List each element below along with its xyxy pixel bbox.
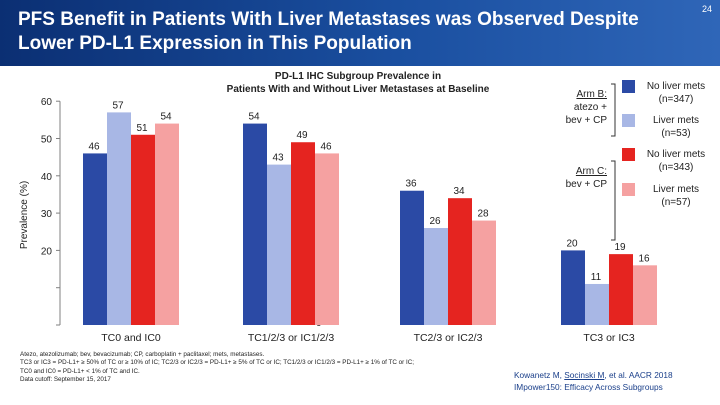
bar [424, 228, 448, 325]
bar [83, 153, 107, 325]
legend-label: Liver mets [653, 184, 699, 195]
bar-value-label: 57 [112, 100, 124, 111]
legend-label: Liver mets [653, 115, 699, 126]
bar [315, 153, 339, 325]
y-tick-label: 40 [41, 172, 53, 183]
bar-value-label: 34 [453, 186, 465, 197]
bar-value-label: 16 [638, 253, 650, 264]
legend-label: (n=347) [659, 94, 694, 105]
legend-swatch [622, 183, 635, 196]
bar [448, 198, 472, 325]
x-tick-label: TC2/3 or IC2/3 [414, 332, 483, 344]
bar-value-label: 26 [429, 216, 441, 227]
footnote-line: TC0 and IC0 = PD-L1+ < 1% of TC and IC. [20, 367, 140, 375]
legend-arm-label: bev + CP [566, 115, 608, 126]
legend-label: No liver mets [647, 81, 705, 92]
citation: Kowanetz M, Socinski M, et al. AACR 2018… [514, 369, 714, 393]
bar-value-label: 54 [160, 112, 172, 123]
bar-value-label: 49 [296, 130, 308, 141]
chart-title: Patients With and Without Liver Metastas… [227, 84, 490, 95]
bar-value-label: 51 [136, 123, 148, 134]
bar [267, 164, 291, 325]
bar-value-label: 43 [272, 153, 284, 164]
y-tick-label: 60 [41, 97, 53, 108]
legend-swatch [622, 114, 635, 127]
bar [472, 220, 496, 325]
legend-swatch [622, 148, 635, 161]
bar [291, 142, 315, 325]
bar-value-label: 11 [591, 272, 602, 283]
y-axis-title: Prevalence (%) [19, 181, 30, 249]
bar-value-label: 36 [405, 179, 417, 190]
citation-suffix: , et al. AACR 2018 [604, 370, 673, 380]
bar [107, 112, 131, 325]
legend-label: (n=343) [659, 162, 694, 173]
citation-line: Kowanetz M, Socinski M, et al. AACR 2018 [514, 369, 714, 381]
footnote-line: Data cutoff: September 15, 2017 [20, 376, 111, 384]
y-tick-label: 30 [41, 209, 53, 220]
legend-label: (n=53) [661, 128, 690, 139]
title-banner: PFS Benefit in Patients With Liver Metas… [0, 0, 720, 66]
citation-prefix: Kowanetz M, [514, 370, 565, 380]
x-tick-label: TC3 or IC3 [583, 332, 635, 344]
bar [400, 190, 424, 325]
bar [243, 123, 267, 325]
citation-line: IMpower150: Efficacy Across Subgroups [514, 382, 663, 392]
footnote-line: Atezo, atezolizumab; bev, bevacizumab; C… [20, 351, 265, 358]
legend-arm-label: bev + CP [566, 179, 608, 190]
x-tick-label: TC1/2/3 or IC1/2/3 [248, 332, 335, 344]
legend-bracket [611, 160, 616, 241]
bar [585, 283, 609, 325]
bar-value-label: 46 [320, 141, 332, 152]
bar-value-label: 28 [477, 209, 489, 220]
y-tick-label: 20 [41, 246, 53, 257]
slide-number: 24 [701, 4, 712, 14]
bar-value-label: 54 [248, 112, 260, 123]
legend-label: No liver mets [647, 149, 705, 160]
chart-title: PD-L1 IHC Subgroup Prevalence in [275, 71, 441, 82]
bar [131, 134, 155, 325]
bar-value-label: 19 [614, 242, 626, 253]
citation-author-link[interactable]: Socinski M [564, 370, 605, 380]
footnote-line: TC3 or IC3 = PD-L1+ ≥ 50% of TC or ≥ 10%… [20, 359, 415, 367]
bar [155, 123, 179, 325]
footnote: Atezo, atezolizumab; bev, bevacizumab; C… [20, 351, 490, 385]
bar-value-label: 46 [88, 141, 100, 152]
bar [561, 250, 585, 325]
page-title: PFS Benefit in Patients With Liver Metas… [18, 9, 639, 54]
legend-arm-label: atezo + [574, 102, 607, 113]
bar [633, 265, 657, 325]
bar [609, 254, 633, 325]
legend-label: (n=57) [661, 197, 690, 208]
y-tick-label: 50 [41, 135, 53, 146]
legend-bracket [611, 83, 616, 137]
bar-value-label: 20 [566, 238, 578, 249]
legend-arm-label: Arm B: [576, 89, 607, 100]
legend-arm-label: Arm C: [576, 166, 607, 177]
legend-swatch [622, 80, 635, 93]
x-tick-label: TC0 and IC0 [101, 332, 161, 344]
